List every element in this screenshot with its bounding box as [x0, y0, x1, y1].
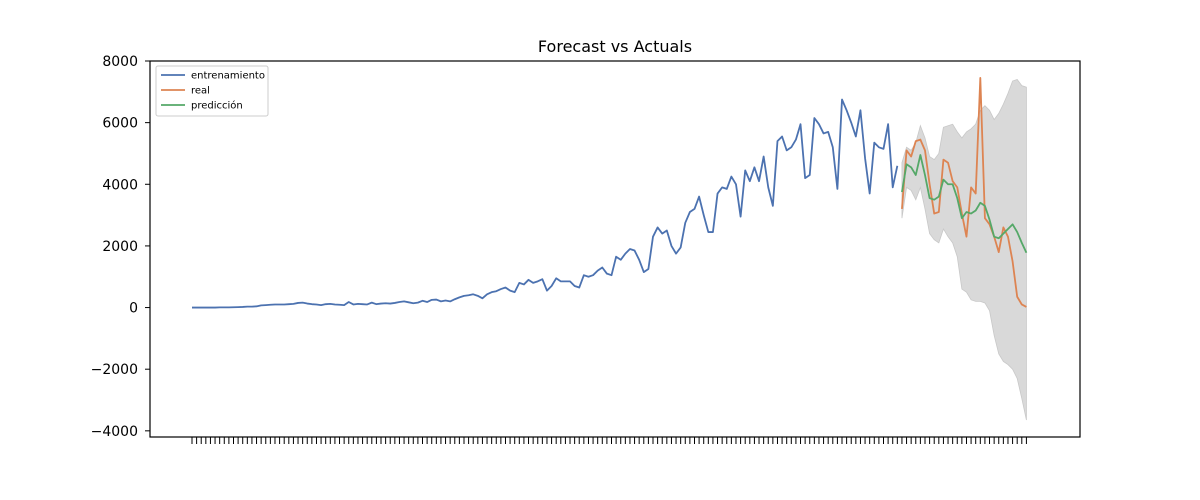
legend-label-prediccion: predicción	[191, 100, 243, 112]
series-line-prediccion	[901, 154, 1028, 254]
x-axis	[191, 437, 1027, 444]
y-tick-label: 6000	[102, 116, 138, 132]
series-layer	[192, 77, 1028, 309]
y-tick-label: 0	[129, 301, 138, 317]
legend-label-entrenamiento: entrenamiento	[191, 71, 265, 82]
axes-frame	[149, 60, 1081, 438]
y-tick-label: −2000	[91, 362, 138, 378]
y-tick-label: 4000	[102, 177, 138, 193]
confidence-interval-band	[901, 79, 1027, 421]
y-tick-label: 2000	[102, 239, 138, 255]
y-axis: −4000 −2000 0 2000 4000 6000 8000	[91, 54, 150, 440]
y-tick-label: −4000	[91, 424, 138, 440]
legend: entrenamiento real predicción	[155, 65, 269, 117]
confidence-interval-layer	[901, 79, 1027, 421]
series-line-entrenamiento	[192, 98, 899, 309]
chart-title: Forecast vs Actuals	[538, 37, 692, 56]
legend-box	[155, 65, 269, 117]
y-tick-label: 8000	[102, 54, 138, 70]
legend-label-real: real	[191, 86, 210, 97]
